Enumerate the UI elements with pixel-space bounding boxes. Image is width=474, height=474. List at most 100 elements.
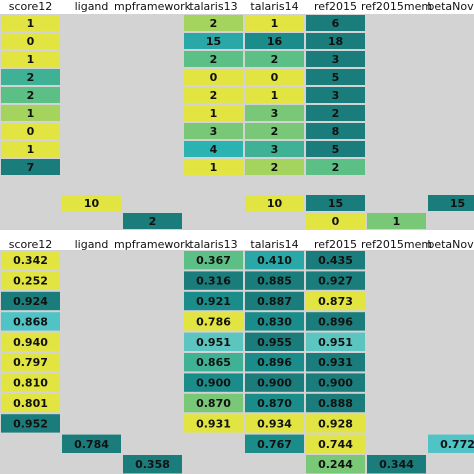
cell-value-label: 0.928	[318, 417, 353, 430]
cell-value-label: 0.784	[74, 438, 109, 451]
heatmap-cell	[1, 123, 60, 139]
cell-value-label: 16	[267, 35, 283, 48]
heatmap-cell	[306, 373, 365, 392]
cell-value-label: 1	[210, 161, 218, 174]
cell-value-label: 0.801	[13, 397, 48, 410]
heatmap-cell	[62, 434, 121, 453]
cell-value-label: 8	[332, 125, 340, 138]
column-label-ligand: ligand	[75, 0, 109, 13]
heatmap-cell	[1, 414, 60, 433]
heatmap-cell	[184, 353, 243, 372]
cell-value-label: 15	[450, 197, 465, 210]
cell-value-label: 5	[332, 71, 340, 84]
cell-value-label: 1	[271, 89, 279, 102]
heatmap-cell	[306, 291, 365, 311]
heatmap-cell	[245, 195, 304, 211]
cell-value-label: 0.342	[13, 254, 48, 267]
heatmap-cell	[306, 195, 365, 211]
heatmap-cell	[306, 312, 365, 331]
cell-value-label: 0	[271, 71, 279, 84]
heatmap-cell	[245, 434, 304, 453]
heatmap-cell	[1, 291, 60, 311]
column-label-talaris13: talaris13	[189, 0, 237, 13]
cell-value-label: 0.244	[318, 458, 353, 471]
heatmap-cell	[306, 51, 365, 67]
cell-value-label: 1	[27, 17, 35, 30]
cell-value-label: 0.410	[257, 254, 292, 267]
heatmap-cell	[184, 373, 243, 392]
cell-value-label: 0.868	[13, 315, 48, 328]
heatmap-cell	[184, 251, 243, 270]
heatmap-cell	[306, 87, 365, 103]
cell-value-label: 7	[27, 161, 35, 174]
cell-value-label: 0	[332, 215, 340, 228]
heatmap-cell	[306, 332, 365, 351]
heatmap-cell	[306, 141, 365, 157]
heatmap-cell	[245, 105, 304, 121]
heatmap-cell	[184, 159, 243, 175]
cell-value-label: 0.810	[13, 377, 48, 390]
column-label-betaNov16: betaNov16	[427, 0, 474, 13]
heatmap-cell	[184, 312, 243, 331]
cell-value-label: 5	[332, 143, 340, 156]
heatmap-cell	[1, 271, 60, 290]
heatmap-cell	[245, 271, 304, 290]
cell-value-label: 3	[210, 125, 218, 138]
column-label-score12: score12	[9, 0, 53, 13]
heatmap-cell	[306, 15, 365, 31]
cell-value-label: 0.934	[257, 417, 292, 430]
cell-value-label: 4	[210, 143, 218, 156]
heatmap-cell	[306, 105, 365, 121]
column-label-mpframework: mpframework	[114, 238, 192, 251]
heatmap-cell	[306, 393, 365, 413]
cell-value-label: 2	[332, 161, 340, 174]
cell-value-label: 0.316	[196, 275, 231, 288]
cell-value-label: 1	[210, 107, 218, 120]
heatmap-cell	[1, 33, 60, 49]
heatmap-cell	[245, 159, 304, 175]
cell-value-label: 0.940	[13, 336, 48, 349]
heatmap-cell	[306, 69, 365, 85]
heatmap-cell	[306, 271, 365, 290]
heatmap-cell	[245, 33, 304, 49]
cell-value-label: 0.797	[13, 356, 48, 369]
heatmap-cell	[184, 105, 243, 121]
cell-value-label: 0.870	[257, 397, 292, 410]
heatmap-cell	[184, 393, 243, 413]
heatmap-cell	[184, 51, 243, 67]
cell-value-label: 3	[332, 89, 340, 102]
cell-value-label: 0.830	[257, 315, 292, 328]
heatmap-cell	[306, 455, 365, 474]
heatmap-cell	[184, 33, 243, 49]
heatmap-cell	[1, 393, 60, 413]
heatmap-cell	[1, 312, 60, 331]
heatmap-cell	[184, 15, 243, 31]
heatmap-cell	[184, 332, 243, 351]
empty-cell-background	[0, 14, 474, 230]
heatmap-cell	[1, 87, 60, 103]
cell-value-label: 15	[328, 197, 343, 210]
heatmap-cell	[306, 159, 365, 175]
cell-value-label: 0.927	[318, 275, 353, 288]
column-label-ref2015mem: ref2015mem	[361, 238, 432, 251]
heatmap-cell	[367, 213, 426, 229]
heatmap-cell	[184, 271, 243, 290]
column-label-ref2015: ref2015	[314, 238, 357, 251]
heatmap-cell	[245, 51, 304, 67]
heatmap-cell	[245, 251, 304, 270]
heatmap-cell	[1, 105, 60, 121]
cell-value-label: 0.252	[13, 275, 48, 288]
heatmap-cell	[184, 87, 243, 103]
heatmap-cell	[62, 195, 121, 211]
cell-value-label: 1	[27, 53, 35, 66]
heatmap-cell	[1, 373, 60, 392]
cell-value-label: 0.955	[257, 336, 292, 349]
heatmap-cell	[123, 455, 182, 474]
cell-value-label: 2	[210, 89, 218, 102]
heatmap-cell	[1, 69, 60, 85]
cell-value-label: 0.885	[257, 275, 292, 288]
cell-value-label: 0.888	[318, 397, 353, 410]
heatmap-cell	[245, 69, 304, 85]
column-label-ligand: ligand	[75, 238, 109, 251]
